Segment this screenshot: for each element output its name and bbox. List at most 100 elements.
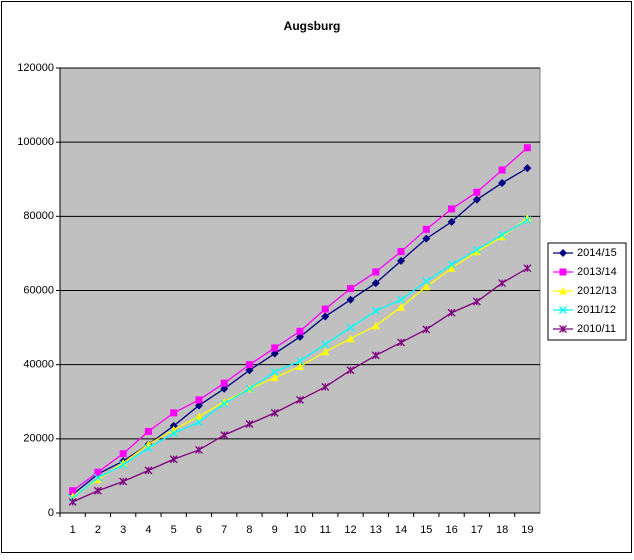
marker — [68, 492, 77, 500]
marker — [422, 234, 431, 243]
marker — [245, 366, 254, 375]
x-tick-label: 1 — [70, 524, 76, 536]
marker — [119, 477, 128, 486]
x-tick-label: 9 — [272, 524, 278, 536]
marker — [194, 445, 203, 454]
marker — [397, 256, 406, 265]
marker — [144, 444, 153, 453]
marker — [472, 297, 481, 306]
marker — [321, 382, 330, 391]
marker — [472, 245, 481, 254]
x-tick-label: 12 — [344, 524, 356, 536]
marker — [498, 232, 507, 241]
marker — [93, 475, 102, 484]
marker — [220, 431, 229, 440]
marker — [559, 287, 567, 295]
x-tick-label: 10 — [294, 524, 306, 536]
marker — [472, 247, 481, 256]
marker — [559, 325, 567, 333]
marker — [371, 321, 380, 330]
y-tick-label: 20000 — [23, 433, 54, 445]
marker — [220, 399, 229, 408]
x-tick-label: 11 — [320, 524, 331, 536]
marker — [245, 384, 254, 393]
legend-label: 2011/12 — [577, 304, 616, 316]
legend-label: 2010/11 — [577, 323, 616, 335]
marker — [296, 356, 304, 365]
marker — [371, 351, 380, 360]
marker — [296, 362, 304, 371]
marker — [346, 295, 355, 304]
marker — [69, 487, 77, 495]
marker — [422, 277, 431, 286]
y-tick-label: 100000 — [17, 136, 54, 148]
marker — [346, 323, 355, 332]
marker — [397, 248, 405, 256]
marker — [170, 409, 178, 417]
y-tick-label: 120000 — [17, 62, 54, 74]
marker — [371, 306, 380, 315]
marker — [93, 473, 102, 482]
marker — [321, 305, 329, 313]
x-tick-label: 8 — [246, 524, 252, 536]
marker — [270, 408, 279, 417]
marker — [523, 214, 532, 222]
marker — [270, 373, 279, 382]
legend-label: 2012/13 — [577, 285, 617, 297]
x-tick-label: 2 — [95, 524, 101, 536]
marker — [559, 268, 567, 276]
marker — [321, 312, 330, 321]
marker — [144, 427, 152, 435]
marker — [119, 460, 128, 469]
marker — [296, 332, 304, 341]
marker — [498, 178, 507, 187]
marker — [447, 217, 456, 226]
marker — [523, 144, 531, 152]
x-tick-label: 6 — [196, 524, 202, 536]
marker — [194, 401, 203, 410]
y-tick-label: 60000 — [23, 284, 54, 296]
marker — [220, 379, 228, 387]
marker — [194, 418, 203, 427]
x-tick-label: 19 — [521, 524, 533, 536]
marker — [119, 458, 128, 467]
marker — [447, 308, 456, 317]
marker — [346, 334, 355, 343]
marker — [523, 216, 532, 225]
marker — [448, 205, 456, 213]
marker — [422, 282, 431, 291]
x-tick-label: 13 — [370, 524, 382, 536]
marker — [498, 230, 507, 239]
y-tick-label: 40000 — [23, 359, 54, 371]
x-tick-label: 18 — [496, 524, 508, 536]
marker — [220, 397, 229, 406]
marker — [422, 225, 430, 233]
x-tick-label: 4 — [145, 524, 151, 536]
marker — [523, 264, 532, 273]
marker — [397, 295, 406, 304]
legend-label: 2013/14 — [577, 266, 617, 278]
marker — [472, 195, 481, 204]
marker — [270, 368, 279, 377]
marker — [94, 468, 102, 476]
marker — [195, 396, 203, 404]
x-tick-label: 14 — [395, 524, 407, 536]
x-tick-label: 5 — [171, 524, 177, 536]
marker — [523, 164, 532, 173]
marker — [321, 347, 330, 356]
y-tick-label: 0 — [48, 507, 54, 519]
marker — [245, 420, 254, 428]
marker — [473, 188, 481, 196]
marker — [220, 384, 229, 393]
marker — [270, 349, 279, 358]
x-tick-label: 15 — [420, 524, 432, 536]
marker — [119, 450, 127, 458]
marker — [559, 249, 567, 257]
marker — [144, 466, 153, 475]
marker — [296, 327, 304, 335]
legend-label: 2014/15 — [577, 247, 617, 259]
marker — [346, 366, 355, 375]
x-tick-label: 3 — [120, 524, 126, 536]
marker — [271, 344, 279, 352]
